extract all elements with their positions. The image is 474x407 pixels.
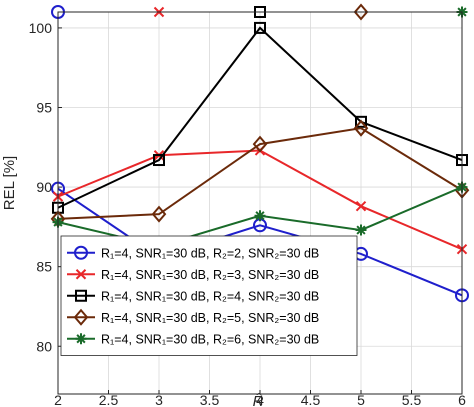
legend-item: R₁=4, SNR₁=30 dB, R₂=3, SNR₂=30 dB <box>67 268 319 282</box>
legend-marker <box>75 289 87 302</box>
x-tick-label: 3.5 <box>200 392 220 407</box>
y-axis-label: REL [%] <box>1 156 18 210</box>
series-line <box>57 127 463 220</box>
legend-label: R₁=4, SNR₁=30 dB, R₂=6, SNR₂=30 dB <box>101 332 319 346</box>
data-point <box>355 115 367 128</box>
data-point <box>254 21 266 34</box>
x-tick-label: 2 <box>54 392 62 407</box>
data-point <box>151 205 167 223</box>
x-tick-label: 5.5 <box>402 392 422 407</box>
legend-marker <box>73 308 89 326</box>
legend-item: R₁=4, SNR₁=30 dB, R₂=5, SNR₂=30 dB <box>67 308 319 326</box>
series-line <box>57 187 463 297</box>
y-tick-label: 95 <box>36 100 52 116</box>
legend-item: R₁=4, SNR₁=30 dB, R₂=4, SNR₂=30 dB <box>67 289 319 303</box>
y-tick-label: 85 <box>36 259 52 275</box>
data-point <box>355 224 367 236</box>
legend-label: R₁=4, SNR₁=30 dB, R₂=3, SNR₂=30 dB <box>101 268 319 282</box>
series-line <box>57 26 463 209</box>
x-tick-label: 6 <box>458 392 466 407</box>
x-tick-label: 4 <box>256 392 264 407</box>
y-tick-label: 80 <box>36 338 52 354</box>
x-tick-label: 5 <box>357 392 365 407</box>
legend-marker <box>75 333 87 345</box>
x-tick-label: 3 <box>155 392 163 407</box>
y-tick-label: 100 <box>29 20 53 36</box>
legend-label: R₁=4, SNR₁=30 dB, R₂=2, SNR₂=30 dB <box>101 246 319 260</box>
legend-item: R₁=4, SNR₁=30 dB, R₂=2, SNR₂=30 dB <box>67 245 319 260</box>
legend-marker <box>74 245 88 260</box>
data-point <box>353 119 369 137</box>
data-point <box>153 154 165 167</box>
offscale-marker <box>353 3 369 21</box>
legend: R₁=4, SNR₁=30 dB, R₂=2, SNR₂=30 dB R₁=4, … <box>60 235 358 356</box>
data-point <box>355 200 367 212</box>
x-tick-label: 4.5 <box>301 392 321 407</box>
legend-marker <box>75 269 87 280</box>
data-point <box>254 210 266 222</box>
data-point <box>252 135 268 153</box>
legend-label: R₁=4, SNR₁=30 dB, R₂=5, SNR₂=30 dB <box>101 311 319 325</box>
legend-item: R₁=4, SNR₁=30 dB, R₂=6, SNR₂=30 dB <box>67 332 319 346</box>
legend-box <box>60 235 358 356</box>
legend-label: R₁=4, SNR₁=30 dB, R₂=4, SNR₂=30 dB <box>101 289 319 303</box>
x-tick-label: 2.5 <box>99 392 119 407</box>
x-axis-label: R̂ <box>253 393 264 407</box>
tick-labels: 2 2.5 3 3.5 4 4.5 5 5.5 6 80 85 90 95 100 <box>29 20 466 407</box>
y-tick-label: 90 <box>36 179 52 195</box>
